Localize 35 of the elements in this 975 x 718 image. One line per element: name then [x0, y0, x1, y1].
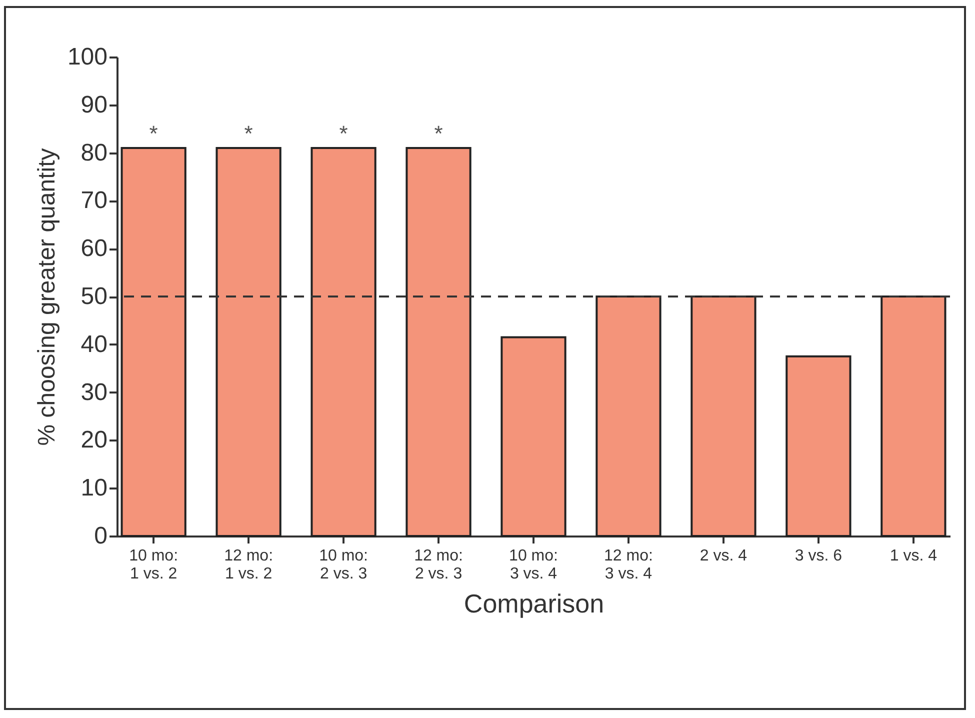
bar	[880, 296, 946, 537]
y-tick-label: 100	[67, 44, 108, 70]
y-tick-label: 90	[80, 91, 108, 118]
x-tick-label: 3 vs. 6	[794, 548, 842, 564]
x-tick-label: 1 vs. 4	[890, 548, 938, 564]
bar	[786, 355, 852, 537]
bar	[596, 296, 662, 537]
x-tick-label: 12 mo: 2 vs. 3	[414, 548, 463, 582]
x-tick-label: 12 mo: 1 vs. 2	[224, 548, 274, 582]
y-tick-label: 20	[80, 426, 108, 454]
bar	[310, 147, 376, 537]
annotation: *	[339, 121, 348, 146]
y-axis-title: % choosing greater quantity	[33, 148, 60, 446]
bar	[216, 147, 282, 537]
bar	[500, 336, 566, 537]
x-tick-label: 2 vs. 4	[700, 548, 748, 564]
y-tick-label: 40	[80, 330, 108, 358]
y-tick-label: 80	[80, 139, 108, 166]
x-tick-label: 10 mo: 2 vs. 3	[319, 548, 368, 582]
y-tick-label: 70	[80, 187, 108, 214]
x-tick-label: 10 mo: 1 vs. 2	[129, 548, 178, 582]
annotation: *	[149, 121, 158, 146]
bar	[690, 296, 756, 537]
y-tick-label: 60	[80, 235, 108, 262]
x-tick-label: 10 mo: 3 vs. 4	[509, 548, 558, 582]
y-tick-label: 10	[80, 474, 108, 502]
y-tick-label: 0	[94, 522, 108, 550]
annotation: *	[244, 121, 254, 146]
bar	[120, 147, 186, 537]
bar	[406, 147, 472, 537]
annotation: *	[434, 121, 444, 146]
y-tick-label: 30	[80, 378, 108, 406]
x-axis-title: Comparison	[464, 588, 604, 618]
y-tick-label: 50	[80, 283, 108, 310]
x-tick-label: 12 mo: 3 vs. 4	[604, 548, 653, 582]
